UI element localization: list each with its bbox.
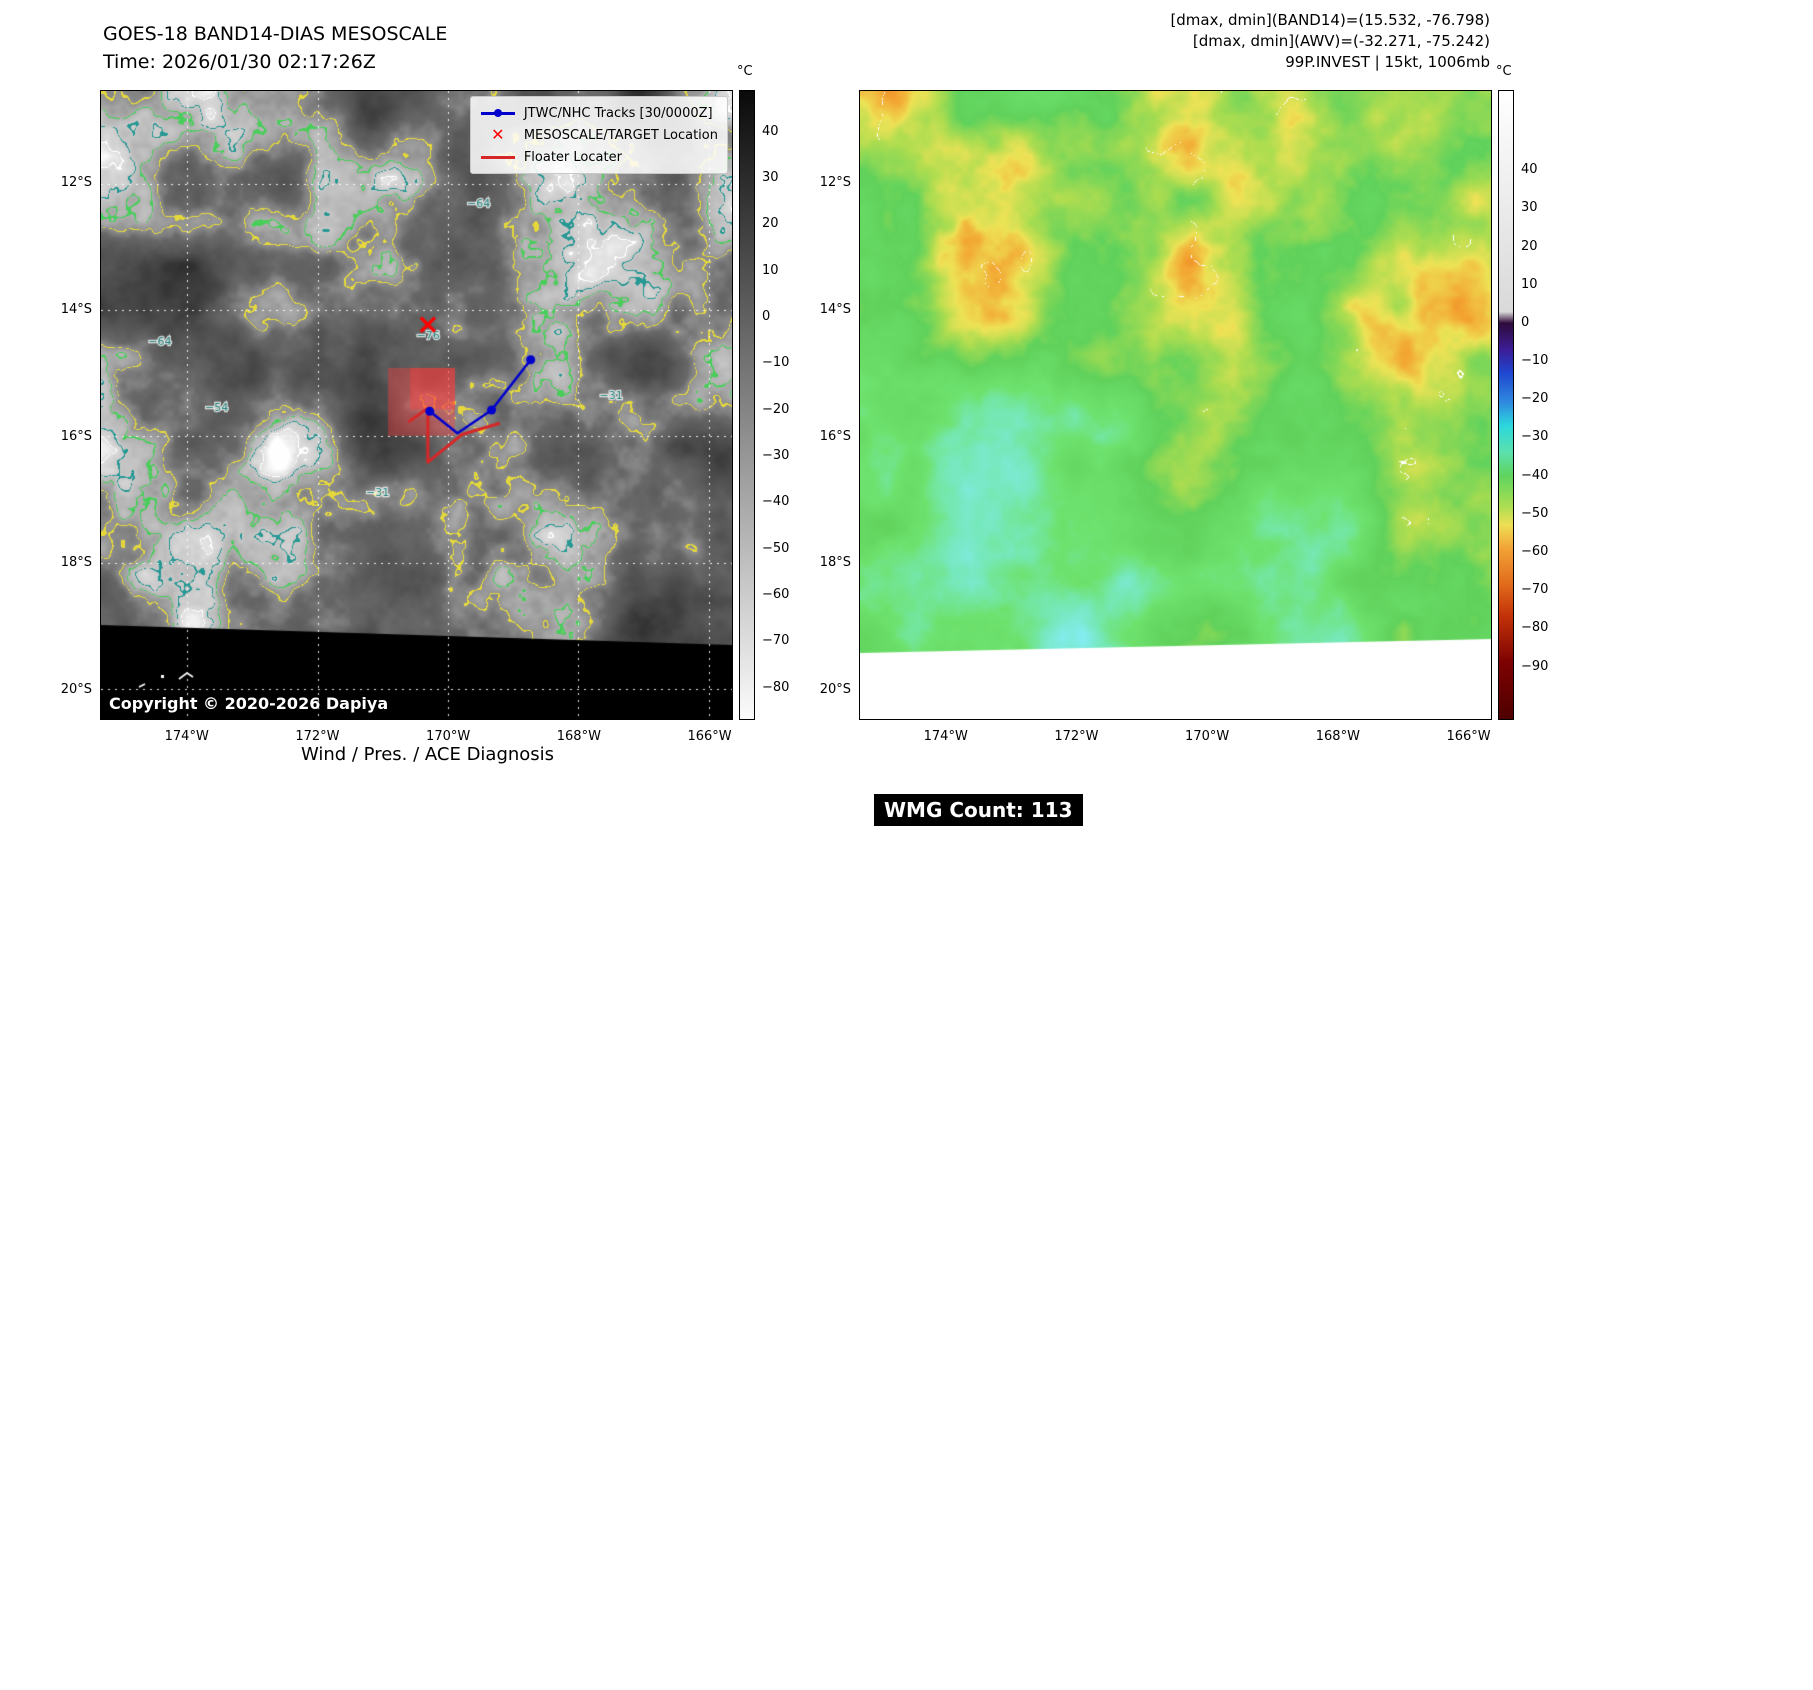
- floater-line-icon: [480, 155, 516, 159]
- lat-tick-label: 20°S: [819, 681, 851, 697]
- band14-time: Time: 2026/01/30 02:17:26Z: [103, 51, 376, 73]
- colorbar-tick-label: −60: [1521, 544, 1549, 559]
- colorbar-tick-label: −30: [1521, 429, 1549, 445]
- band14-map: JTWC/NHC Tracks [30/0000Z] MESOSCALE/TAR…: [100, 90, 733, 720]
- colorbar-tick-label: −80: [762, 679, 790, 695]
- colorbar-tick-label: 30: [1521, 200, 1538, 216]
- lat-tick-label: 12°S: [819, 175, 851, 191]
- awv-map: [859, 90, 1492, 720]
- awv-colorbar: [1498, 90, 1514, 720]
- colorbar-tick-label: −80: [1521, 620, 1549, 636]
- awv-colorbar-unit: °C: [1496, 64, 1512, 79]
- band14-satellite-image: [101, 91, 732, 719]
- lon-tick-label: 170°W: [426, 729, 471, 744]
- info-line-awv-range: [dmax, dmin](AWV)=(-32.271, -75.242): [1192, 32, 1490, 50]
- wmg-count-label: WMG Count: 113: [874, 794, 1083, 826]
- lat-tick-label: 14°S: [819, 301, 851, 317]
- awv-satellite-image: [860, 91, 1491, 719]
- legend-row-tracks: JTWC/NHC Tracks [30/0000Z]: [480, 102, 718, 124]
- colorbar-tick-label: −60: [762, 586, 790, 602]
- lon-tick-label: 172°W: [1054, 729, 1099, 744]
- lat-tick-label: 20°S: [60, 681, 92, 697]
- colorbar-tick-label: −40: [1521, 467, 1549, 483]
- colorbar-tick-label: 0: [1521, 314, 1530, 330]
- colorbar-tick-label: 20: [1521, 238, 1538, 254]
- colorbar-tick-label: −20: [1521, 391, 1549, 407]
- band14-map-legend: JTWC/NHC Tracks [30/0000Z] MESOSCALE/TAR…: [469, 96, 728, 174]
- wmg-pixel-image: [860, 782, 1500, 1422]
- awv-info-block: [dmax, dmin](BAND14)=(15.532, -76.798) […: [970, 10, 1490, 73]
- colorbar-tick-label: −10: [1521, 353, 1549, 369]
- lon-tick-label: 166°W: [687, 729, 732, 744]
- info-line-invest: 99P.INVEST | 15kt, 1006mb: [1285, 53, 1490, 71]
- lon-tick-label: 166°W: [1446, 729, 1491, 744]
- wmg-panel: WMG Count: 113: [860, 782, 1500, 1422]
- track-line-icon: [480, 109, 516, 117]
- diagnosis-title: Wind / Pres. / ACE Diagnosis: [300, 744, 555, 765]
- legend-row-target: MESOSCALE/TARGET Location: [480, 124, 718, 146]
- lat-tick-label: 12°S: [60, 175, 92, 191]
- colorbar-tick-label: −70: [1521, 582, 1549, 598]
- wind-pres-ace-charts: [0, 740, 860, 1440]
- info-line-band14-range: [dmax, dmin](BAND14)=(15.532, -76.798): [1170, 11, 1490, 29]
- legend-row-floater: Floater Locater: [480, 146, 718, 168]
- legend-label-floater: Floater Locater: [523, 149, 622, 165]
- lat-tick-label: 16°S: [60, 428, 92, 444]
- lon-tick-label: 168°W: [556, 729, 601, 744]
- legend-label-target: MESOSCALE/TARGET Location: [523, 127, 718, 143]
- colorbar-tick-label: 40: [762, 123, 779, 139]
- colorbar-tick-label: 40: [1521, 162, 1538, 178]
- colorbar-tick-label: −40: [762, 494, 790, 510]
- lon-tick-label: 172°W: [295, 729, 340, 744]
- lat-tick-label: 18°S: [60, 555, 92, 571]
- lat-tick-label: 14°S: [60, 301, 92, 317]
- colorbar-tick-label: 0: [762, 308, 771, 324]
- colorbar-tick-label: 20: [762, 216, 779, 232]
- colorbar-tick-label: −50: [1521, 505, 1549, 521]
- colorbar-tick-label: −20: [762, 401, 790, 417]
- copyright-text: Copyright © 2020-2026 Dapiya: [109, 694, 389, 713]
- lon-tick-label: 174°W: [164, 729, 209, 744]
- colorbar-tick-label: −30: [762, 447, 790, 463]
- lat-tick-label: 16°S: [819, 428, 851, 444]
- lat-tick-label: 18°S: [819, 555, 851, 571]
- target-x-icon: [480, 127, 516, 143]
- band14-colorbar-unit: °C: [737, 64, 753, 79]
- legend-label-tracks: JTWC/NHC Tracks [30/0000Z]: [523, 105, 713, 121]
- lon-tick-label: 170°W: [1185, 729, 1230, 744]
- colorbar-tick-label: −70: [762, 633, 790, 649]
- colorbar-tick-label: −90: [1521, 658, 1549, 674]
- band14-title: GOES-18 BAND14-DIAS MESOSCALE: [103, 23, 448, 45]
- colorbar-tick-label: −10: [762, 355, 790, 371]
- colorbar-tick-label: 10: [1521, 276, 1538, 292]
- colorbar-tick-label: 10: [762, 262, 779, 278]
- lon-tick-label: 168°W: [1315, 729, 1360, 744]
- lon-tick-label: 174°W: [923, 729, 968, 744]
- band14-title-block: GOES-18 BAND14-DIAS MESOSCALE Time: 2026…: [103, 20, 447, 76]
- colorbar-tick-label: 30: [762, 170, 779, 185]
- colorbar-tick-label: −50: [762, 540, 790, 556]
- band14-colorbar: [739, 90, 755, 720]
